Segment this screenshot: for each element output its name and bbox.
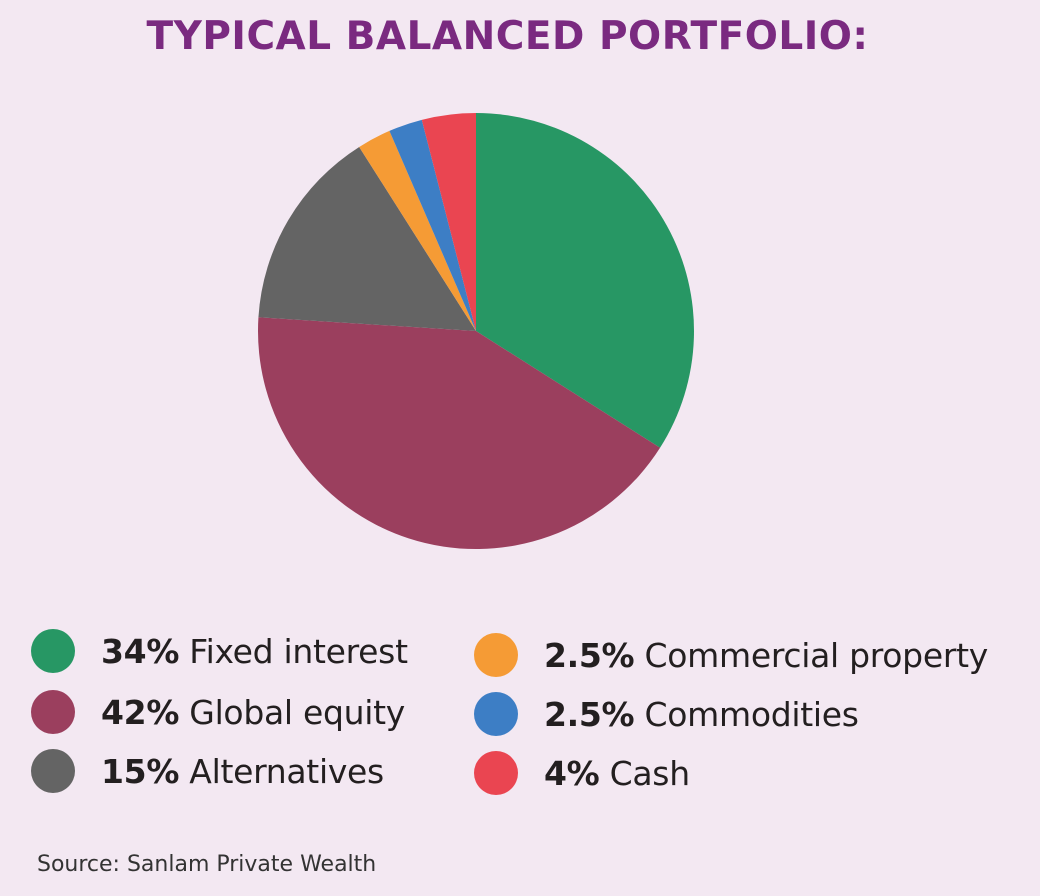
chart-title: TYPICAL BALANCED PORTFOLIO: — [146, 14, 869, 59]
legend-item-fixed-interest: 34% Fixed interest — [31, 627, 408, 675]
legend-item-cash: 4% Cash — [474, 749, 690, 797]
pie-slice-global-equity — [258, 317, 661, 549]
legend-percent-global-equity: 42% — [101, 692, 180, 732]
legend-swatch-cash — [474, 751, 518, 795]
source-note: Source: Sanlam Private Wealth — [37, 852, 377, 877]
legend-percent-alternatives: 15% — [101, 751, 180, 791]
legend-item-global-equity: 42% Global equity — [31, 688, 405, 736]
legend-item-commodities: 2.5% Commodities — [474, 690, 859, 738]
legend-swatch-fixed-interest — [31, 629, 75, 673]
pie-slice-alternatives — [258, 146, 476, 331]
legend-swatch-global-equity — [31, 690, 75, 734]
legend-percent-commodities: 2.5% — [544, 694, 635, 734]
legend-label-commercial-property: Commercial property — [644, 635, 989, 675]
legend-label-cash: Cash — [609, 753, 690, 793]
legend-label-commodities: Commodities — [644, 694, 859, 734]
legend-swatch-alternatives — [31, 749, 75, 793]
legend-swatch-commodities — [474, 692, 518, 736]
legend-swatch-commercial-property — [474, 633, 518, 677]
legend-label-global-equity: Global equity — [189, 692, 405, 732]
pie-slice-commodities — [389, 119, 476, 331]
pie-slice-fixed-interest — [476, 113, 694, 448]
legend-percent-fixed-interest: 34% — [101, 631, 180, 671]
legend-item-commercial-property: 2.5% Commercial property — [474, 631, 988, 679]
pie-slice-cash — [421, 113, 476, 331]
legend-percent-cash: 4% — [544, 753, 600, 793]
legend-label-fixed-interest: Fixed interest — [189, 631, 408, 671]
legend-item-alternatives: 15% Alternatives — [31, 747, 384, 795]
legend-label-alternatives: Alternatives — [189, 751, 384, 791]
pie-slice-commercial-property — [359, 130, 476, 331]
legend-percent-commercial-property: 2.5% — [544, 635, 635, 675]
